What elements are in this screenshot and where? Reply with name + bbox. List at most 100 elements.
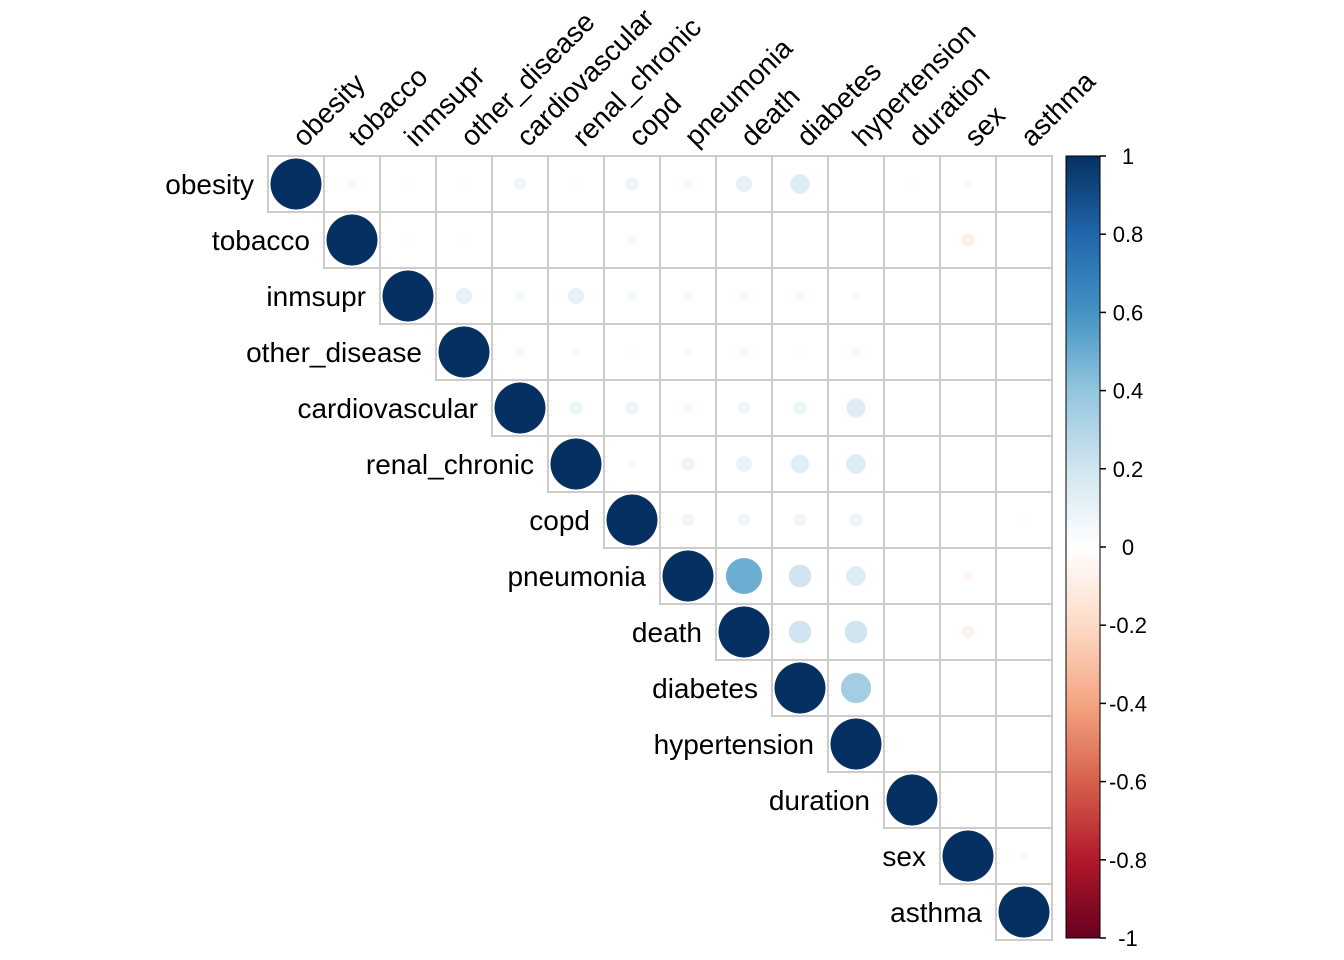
colorbar-tick-label: -0.6 [1109,770,1147,795]
corr-circle-obesity-sex [963,179,973,189]
corr-circle-renal_chronic-hypertension [846,454,866,474]
corr-circle-other_disease-other_disease [438,326,490,378]
grid-cell [995,771,1053,829]
corr-circle-inmsupr-inmsupr [382,270,434,322]
corr-circle-other_disease-death [738,346,750,358]
corr-circle-copd-hypertension [848,512,864,528]
colorbar-tick-label: 1 [1122,144,1134,169]
corr-circle-inmsupr-diabetes [794,290,806,302]
corr-circle-obesity-tobacco [346,178,358,190]
colorbar-tick-label: 0.8 [1113,222,1144,247]
corr-circle-inmsupr-hypertension [851,291,861,301]
corr-circle-other_disease-copd [628,348,636,356]
grid-cell [827,155,885,213]
grid-cell [939,715,997,773]
grid-cell [883,491,941,549]
corr-circle-renal_chronic-asthma [1021,461,1027,467]
corr-circle-sex-sex [942,830,994,882]
corr-circle-obesity-pneumonia [682,178,694,190]
grid-cell [883,379,941,437]
corr-circle-asthma-asthma [998,886,1050,938]
colorbar-gradient [1065,155,1101,939]
colorbar-tick-label: 0 [1122,535,1134,560]
corr-circle-tobacco-copd [626,234,638,246]
corr-circle-obesity-cardiovascular [513,177,527,191]
corr-circle-renal_chronic-pneumonia [681,457,695,471]
corr-circle-death-sex [961,625,975,639]
corr-circle-tobacco-death [741,237,747,243]
corr-circle-tobacco-other_disease [460,236,468,244]
row-label-hypertension: hypertension [654,729,814,760]
corr-circle-copd-copd [606,494,658,546]
grid-lines [267,155,1053,941]
grid-cell [883,435,941,493]
corr-circle-tobacco-cardiovascular [517,237,523,243]
corr-circle-obesity-diabetes [790,174,810,194]
row-label-renal_chronic: renal_chronic [366,449,534,480]
grid-cell [883,715,941,773]
corr-circle-inmsupr-pneumonia [682,290,694,302]
row-label-obesity: obesity [165,169,254,200]
grid-cell [883,547,941,605]
grid-cell [939,435,997,493]
col-label-asthma: asthma [1014,65,1101,152]
grid-cell [939,491,997,549]
corr-circle-cardiovascular-diabetes [792,400,808,416]
row-label-tobacco: tobacco [212,225,310,256]
corr-circle-cardiovascular-asthma [1021,405,1027,411]
row-label-duration: duration [769,785,870,816]
corr-circle-renal_chronic-renal_chronic [550,438,602,490]
corr-circle-cardiovascular-copd [624,400,640,416]
row-label-asthma: asthma [890,897,982,928]
corr-circle-other_disease-asthma [1021,349,1027,355]
corr-circle-tobacco-pneumonia [685,237,691,243]
corr-circle-tobacco-tobacco [326,214,378,266]
colorbar-tick-label: 0.4 [1113,379,1144,404]
colorbar-tick-label: 0.6 [1113,300,1144,325]
corr-circle-hypertension-asthma [1021,741,1027,747]
corr-circle-cardiovascular-cardiovascular [494,382,546,434]
grid-cell [995,155,1053,213]
row-label-diabetes: diabetes [652,673,758,704]
row-label-sex: sex [882,841,926,872]
corr-circle-diabetes-hypertension [840,672,872,704]
corr-circle-renal_chronic-diabetes [790,454,810,474]
grid-cell [939,659,997,717]
corr-circle-obesity-copd [624,176,640,192]
color-legend: 1 0.8 0.6 0.4 0.2 0 -0.2 -0.4 -0.6 -0.8 -1 [1065,144,1147,951]
corr-circle-hypertension-hypertension [830,718,882,770]
corr-circle-tobacco-diabetes [797,237,803,243]
column-labels: obesitytobaccoinmsuprother_diseasecardio… [286,3,1101,153]
colorbar-tick-label: -1 [1118,926,1138,951]
corr-circle-other_disease-cardiovascular [514,346,526,358]
corr-circle-inmsupr-sex [965,293,971,299]
corr-circle-copd-diabetes [793,513,807,527]
corr-circle-death-duration [909,629,915,635]
corr-circle-renal_chronic-death [736,456,752,472]
corr-circle-inmsupr-renal_chronic [567,287,585,305]
corr-circle-death-death [718,606,770,658]
corr-circle-inmsupr-copd [626,290,638,302]
row-label-cardiovascular: cardiovascular [297,393,478,424]
colorbar-tick-label: -0.4 [1109,691,1147,716]
grid-cell [995,211,1053,269]
corr-circle-inmsupr-other_disease [455,287,473,305]
grid-cell [883,323,941,381]
corr-circle-death-asthma [1021,629,1027,635]
corr-circle-other_disease-renal_chronic [571,347,581,357]
row-labels: obesity tobacco inmsupr other_diseasecardio… [165,169,982,928]
corr-circle-death-diabetes [788,620,812,644]
grid-cell [995,883,1053,941]
row-label-pneumonia: pneumonia [507,561,646,592]
corr-circle-pneumonia-hypertension [846,566,866,586]
correlation-circles [270,158,1050,938]
corr-circle-cardiovascular-pneumonia [682,402,694,414]
corr-circle-other_disease-sex [965,349,971,355]
colorbar-tick-label: -0.2 [1109,613,1147,638]
corr-circle-cardiovascular-death [737,401,751,415]
grid-cell [939,379,997,437]
corr-circle-pneumonia-death [725,557,763,595]
row-label-other_disease: other_disease [246,337,422,368]
corr-circle-copd-death [737,513,751,527]
